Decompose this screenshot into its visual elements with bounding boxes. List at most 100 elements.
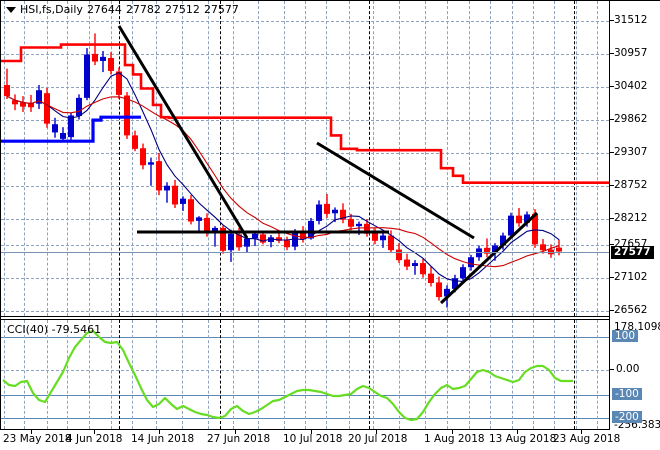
time-gridline	[326, 1, 327, 316]
time-gridline	[425, 320, 426, 429]
time-gridline	[554, 1, 555, 316]
candlestick	[140, 143, 146, 170]
date-axis-label: 10 Jul 2018	[283, 433, 343, 445]
time-gridline	[24, 1, 25, 316]
time-gridline	[47, 1, 48, 316]
time-gridline	[305, 1, 306, 316]
ohlc-low: 27512	[164, 3, 200, 16]
cci-level-label-100: 100	[612, 330, 639, 342]
trendline-descending-1[interactable]	[117, 25, 249, 239]
time-gridline	[490, 1, 491, 316]
time-gridline	[111, 1, 112, 316]
price-axis-tick	[610, 277, 614, 278]
candlestick	[484, 238, 490, 258]
candlestick	[420, 258, 426, 278]
date-axis-label: 1 Aug 2018	[424, 433, 485, 445]
candlestick	[428, 266, 434, 287]
cci-plot	[2, 329, 573, 422]
candlestick	[380, 232, 386, 248]
time-gridline	[373, 1, 374, 316]
time-marker-line	[574, 1, 575, 316]
time-gridline	[326, 320, 327, 429]
time-marker-line	[574, 320, 575, 429]
time-marker-line	[220, 1, 221, 316]
candlestick	[220, 225, 226, 254]
price-axis-tick	[610, 20, 614, 21]
date-axis-label: 4 Jun 2018	[66, 433, 123, 445]
cci-axis-max-label: 178.1098	[614, 321, 660, 333]
time-gridline	[67, 320, 68, 429]
candlestick	[340, 203, 346, 224]
candlestick	[188, 195, 194, 225]
candlestick	[548, 244, 554, 258]
price-axis-tick	[610, 310, 614, 311]
cci-indicator-pane[interactable]	[1, 320, 609, 429]
time-gridline	[305, 320, 306, 429]
time-gridline	[490, 320, 491, 429]
candlestick	[36, 84, 42, 109]
candlestick	[180, 196, 186, 211]
time-gridline	[258, 320, 259, 429]
time-gridline	[576, 1, 577, 316]
date-axis-tick	[517, 430, 518, 434]
candlestick	[108, 52, 114, 75]
cci-axis-tick	[610, 369, 614, 370]
candlestick	[156, 152, 162, 196]
candlestick	[516, 208, 522, 227]
chart-header[interactable]: HSI,fs,Daily 27644 27782 27512 27577	[6, 3, 239, 16]
ohlc-open: 27644	[86, 3, 122, 16]
time-gridline	[182, 320, 183, 429]
candlestick	[324, 193, 330, 218]
candlestick	[52, 117, 58, 138]
date-axis-tick	[94, 430, 95, 434]
cci-level-label--200: -200	[612, 411, 642, 423]
candlestick	[476, 245, 482, 261]
time-marker-line	[369, 1, 370, 316]
candlestick	[460, 264, 466, 282]
candlestick	[12, 94, 18, 111]
time-gridline	[233, 320, 234, 429]
cci-level-label-0.00: 0.00	[616, 363, 640, 375]
candlestick	[76, 94, 82, 120]
time-gridline	[533, 320, 534, 429]
time-marker-line	[119, 1, 120, 316]
price-axis-tick	[610, 244, 614, 245]
date-axis-label: 14 Jun 2018	[131, 433, 195, 445]
candlestick	[284, 236, 290, 251]
time-gridline	[208, 320, 209, 429]
candlestick	[388, 230, 394, 254]
time-gridline	[349, 320, 350, 429]
pane-separator-upper	[0, 316, 610, 317]
price-axis-tick	[610, 185, 614, 186]
date-axis-label: 13 Aug 2018	[489, 433, 557, 445]
price-axis-label: 29307	[614, 146, 648, 158]
candlestick	[404, 253, 410, 271]
time-gridline	[554, 320, 555, 429]
resistance-step-line	[1, 43, 609, 184]
time-gridline	[447, 320, 448, 429]
time-gridline	[208, 1, 209, 316]
trendline-descending-2[interactable]	[316, 141, 475, 240]
trendline-ascending[interactable]	[439, 211, 539, 305]
candlestick	[44, 87, 50, 128]
cci-line	[2, 329, 573, 422]
time-marker-line	[220, 320, 221, 429]
price-axis-tick	[610, 86, 614, 87]
candlestick	[148, 157, 154, 186]
price-chart-pane[interactable]	[1, 1, 609, 316]
time-gridline	[399, 320, 400, 429]
time-gridline	[132, 1, 133, 316]
frame-top-border	[0, 0, 660, 1]
candlestick	[20, 96, 26, 112]
candlestick	[316, 200, 322, 225]
chevron-down-icon[interactable]	[6, 6, 16, 13]
time-gridline	[4, 320, 5, 429]
candlestick	[396, 243, 402, 264]
candlestick	[116, 67, 122, 100]
price-axis-label: 31512	[614, 14, 648, 26]
price-axis-tick	[610, 53, 614, 54]
time-gridline	[4, 1, 5, 316]
time-gridline	[373, 320, 374, 429]
price-axis-tick	[610, 119, 614, 120]
